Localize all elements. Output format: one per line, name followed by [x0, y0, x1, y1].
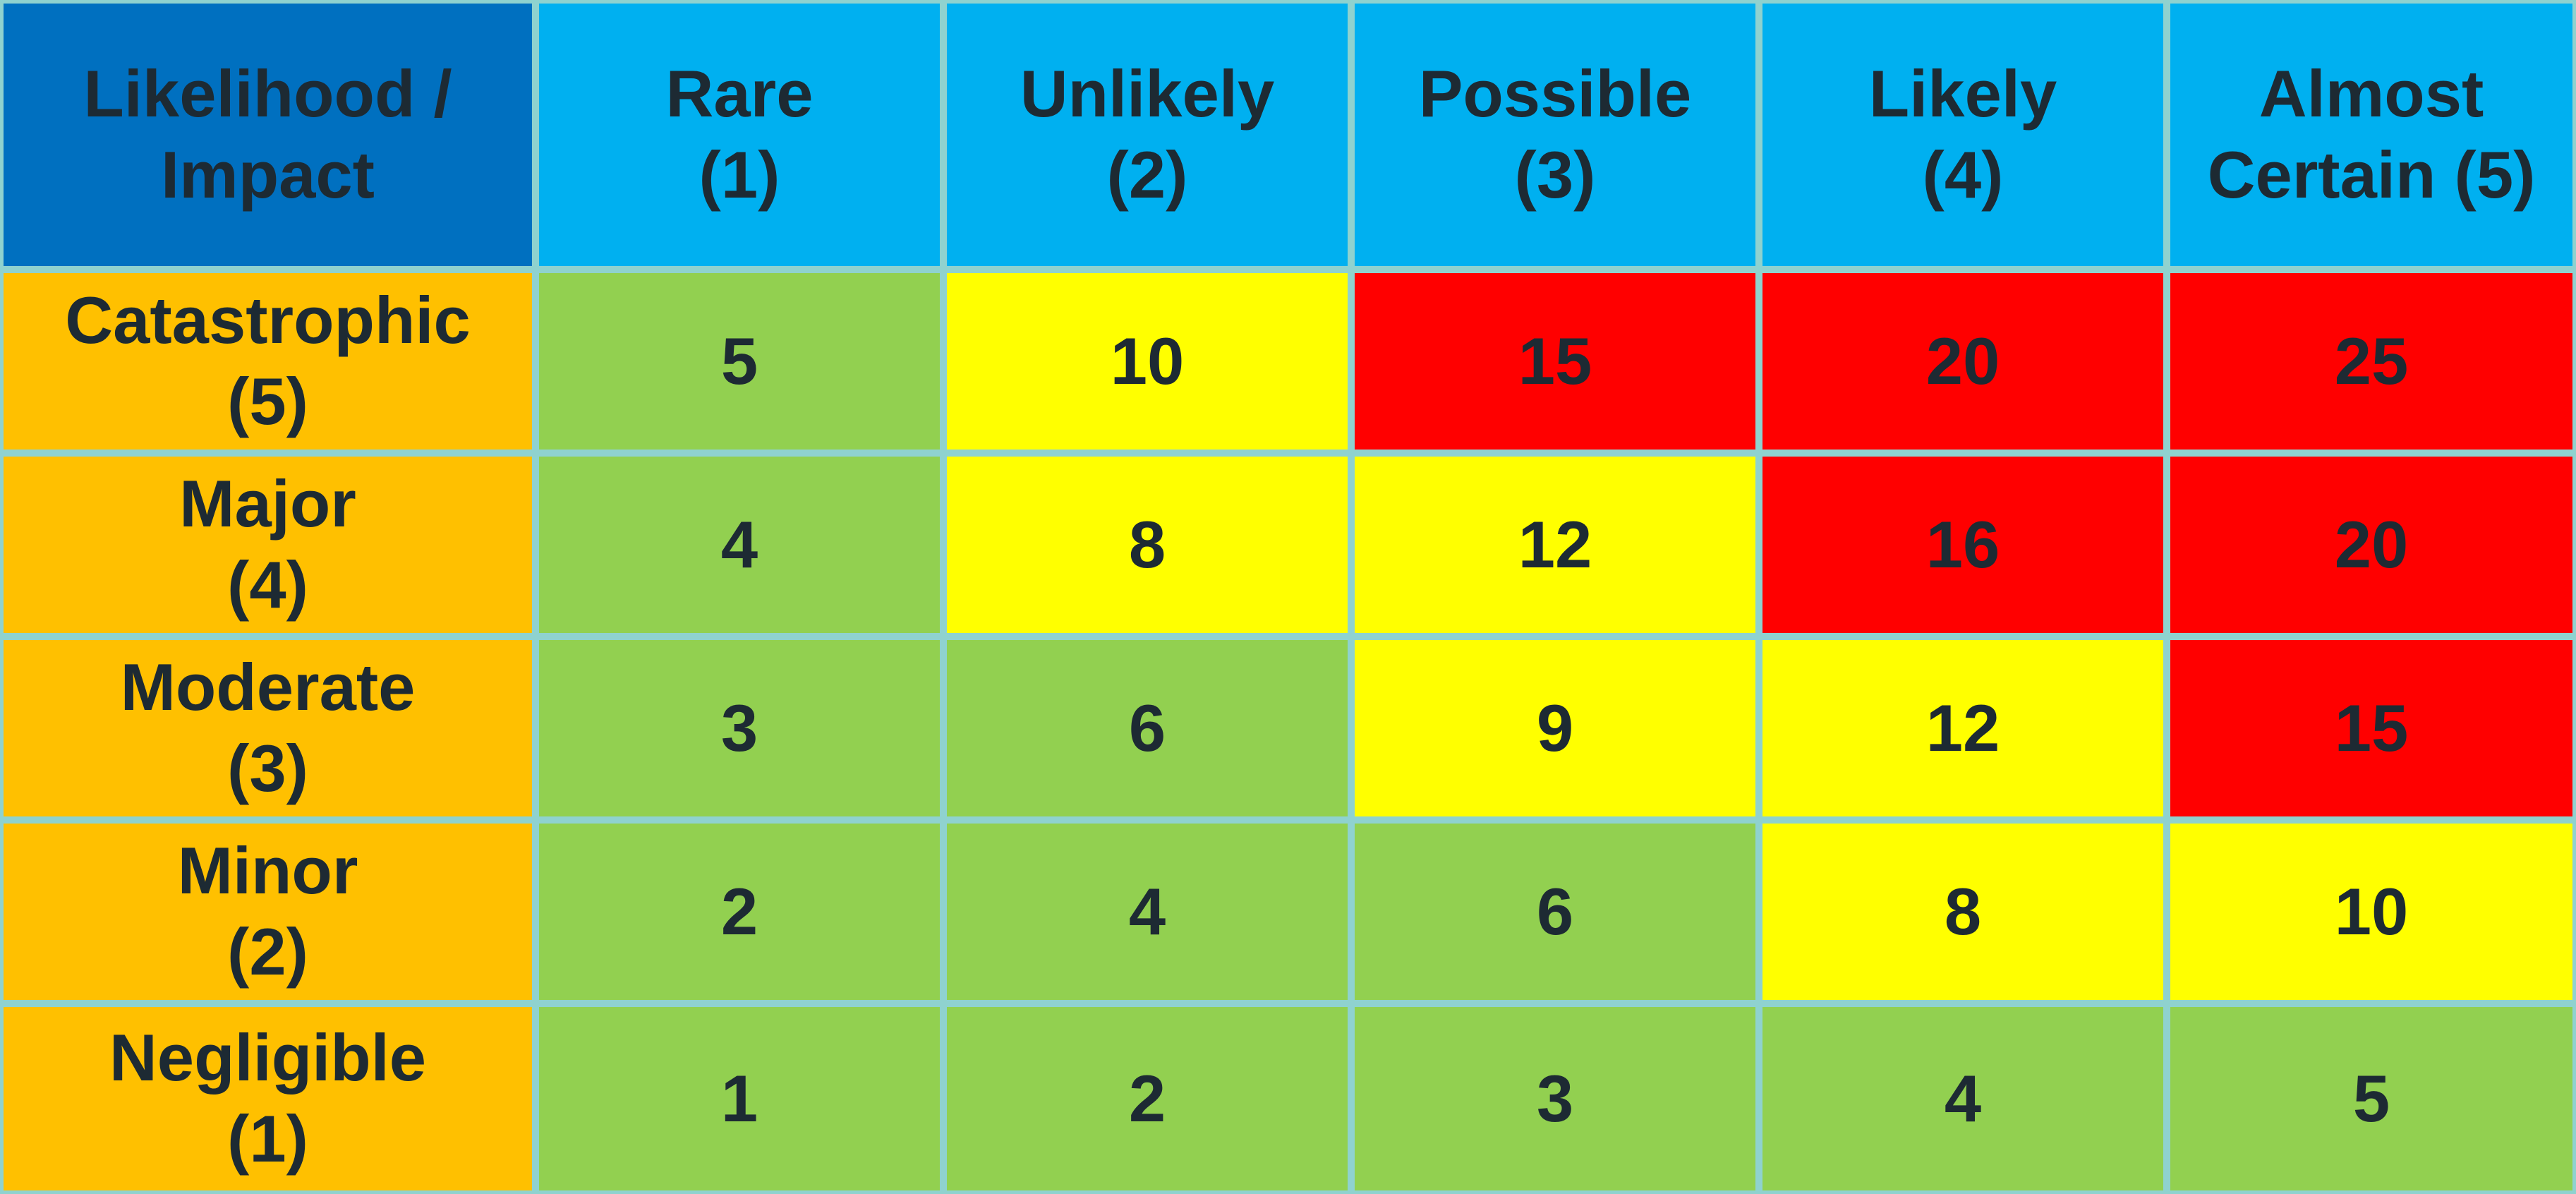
row-header-minor: Minor (2) [0, 820, 536, 1003]
row-header-negligible: Negligible (1) [0, 1003, 536, 1194]
column-header-label: Unlikely [1020, 56, 1275, 131]
score-cell: 3 [536, 637, 943, 820]
score-cell: 20 [1759, 270, 2167, 453]
column-header-rating: (3) [1514, 138, 1596, 212]
row-header-label: Major [179, 466, 356, 541]
score-cell: 6 [943, 637, 1351, 820]
score-cell: 4 [536, 453, 943, 637]
score-cell: 4 [943, 820, 1351, 1003]
row-header-rating: (4) [227, 548, 308, 622]
row-header-catastrophic: Catastrophic (5) [0, 270, 536, 453]
column-header-label: Rare [665, 56, 814, 131]
corner-header-line2: Impact [161, 138, 375, 212]
score-cell: 4 [1759, 1003, 2167, 1194]
score-cell: 8 [943, 453, 1351, 637]
row-header-label: Catastrophic [65, 283, 471, 358]
score-cell: 10 [943, 270, 1351, 453]
column-header-unlikely: Unlikely (2) [943, 0, 1351, 270]
score-cell: 8 [1759, 820, 2167, 1003]
score-cell: 2 [943, 1003, 1351, 1194]
score-cell: 1 [536, 1003, 943, 1194]
row-header-label: Negligible [109, 1020, 427, 1095]
column-header-label: Likely [1868, 56, 2057, 131]
row-header-rating: (5) [227, 364, 308, 438]
column-header-label: Possible [1418, 56, 1692, 131]
row-header-moderate: Moderate (3) [0, 637, 536, 820]
row-header-label: Minor [177, 833, 358, 908]
column-header-possible: Possible (3) [1351, 0, 1759, 270]
column-header-likely: Likely (4) [1759, 0, 2167, 270]
score-cell: 15 [1351, 270, 1759, 453]
score-cell: 9 [1351, 637, 1759, 820]
column-header-rare: Rare (1) [536, 0, 943, 270]
column-header-rating: (1) [699, 138, 780, 212]
column-header-almost-certain: Almost Certain (5) [2167, 0, 2576, 270]
score-cell: 10 [2167, 820, 2576, 1003]
row-header-major: Major (4) [0, 453, 536, 637]
score-cell: 20 [2167, 453, 2576, 637]
column-header-rating: Certain (5) [2207, 138, 2536, 212]
row-header-label: Moderate [120, 650, 416, 725]
corner-header-line1: Likelihood / [83, 56, 452, 131]
column-header-rating: (2) [1106, 138, 1188, 212]
score-cell: 16 [1759, 453, 2167, 637]
score-cell: 5 [536, 270, 943, 453]
score-cell: 5 [2167, 1003, 2576, 1194]
score-cell: 6 [1351, 820, 1759, 1003]
score-cell: 3 [1351, 1003, 1759, 1194]
score-cell: 15 [2167, 637, 2576, 820]
score-cell: 12 [1351, 453, 1759, 637]
column-header-label: Almost [2258, 56, 2484, 131]
row-header-rating: (3) [227, 731, 308, 805]
score-cell: 12 [1759, 637, 2167, 820]
score-cell: 25 [2167, 270, 2576, 453]
row-header-rating: (2) [227, 915, 308, 989]
column-header-rating: (4) [1922, 138, 2004, 212]
row-header-rating: (1) [227, 1102, 308, 1176]
score-cell: 2 [536, 820, 943, 1003]
corner-header: Likelihood / Impact [0, 0, 536, 270]
